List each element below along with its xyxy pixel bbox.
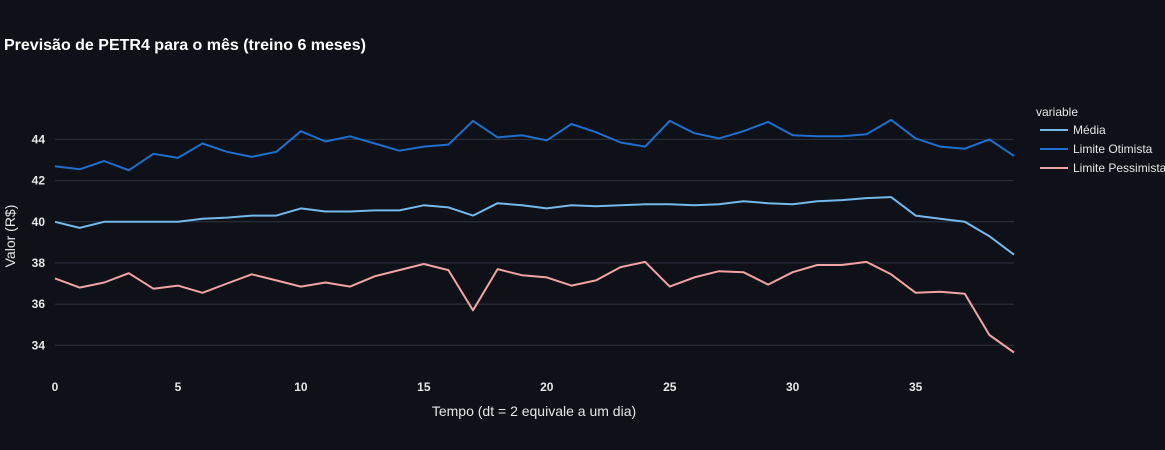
x-tick-label: 10 bbox=[294, 380, 308, 394]
legend-item[interactable]: Limite Pessimista bbox=[1040, 161, 1165, 175]
series-line-3[interactable] bbox=[54, 260, 1015, 354]
y-tick-label: 40 bbox=[32, 215, 46, 229]
grid-lines bbox=[55, 138, 1014, 346]
x-tick-label: 30 bbox=[786, 380, 800, 394]
series-line-1[interactable] bbox=[54, 196, 1015, 256]
chart-title: Previsão de PETR4 para o mês (treino 6 m… bbox=[4, 37, 366, 54]
x-tick-labels: 0 5 10 15 20 25 30 35 bbox=[52, 380, 923, 394]
legend-item[interactable]: Média bbox=[1040, 123, 1106, 137]
legend-items[interactable]: Média Limite Otimista Limite Pessimista bbox=[1040, 123, 1165, 175]
x-tick-label: 35 bbox=[909, 380, 923, 394]
x-tick-label: 15 bbox=[417, 380, 431, 394]
y-tick-label: 34 bbox=[32, 338, 46, 352]
series-lines bbox=[54, 118, 1015, 354]
legend-title: variable bbox=[1036, 105, 1078, 119]
series-line-2[interactable] bbox=[54, 118, 1015, 172]
x-tick-label: 0 bbox=[52, 380, 59, 394]
y-tick-label: 44 bbox=[32, 132, 46, 146]
x-tick-label: 5 bbox=[175, 380, 182, 394]
x-tick-label: 25 bbox=[663, 380, 677, 394]
x-axis-title: Tempo (dt = 2 equivale a um dia) bbox=[432, 403, 636, 419]
legend-label: Limite Otimista bbox=[1073, 142, 1153, 156]
y-tick-label: 36 bbox=[32, 297, 46, 311]
x-tick-label: 20 bbox=[540, 380, 554, 394]
legend-label: Média bbox=[1073, 123, 1106, 137]
legend-item[interactable]: Limite Otimista bbox=[1040, 142, 1153, 156]
y-tick-label: 42 bbox=[32, 174, 46, 188]
y-axis-title: Valor (R$) bbox=[2, 205, 18, 268]
legend[interactable]: variable Média Limite Otimista Limite Pess… bbox=[1036, 105, 1165, 175]
y-tick-label: 38 bbox=[32, 256, 46, 270]
y-tick-labels: 34 36 38 40 42 44 bbox=[32, 132, 46, 352]
legend-label: Limite Pessimista bbox=[1073, 161, 1165, 175]
